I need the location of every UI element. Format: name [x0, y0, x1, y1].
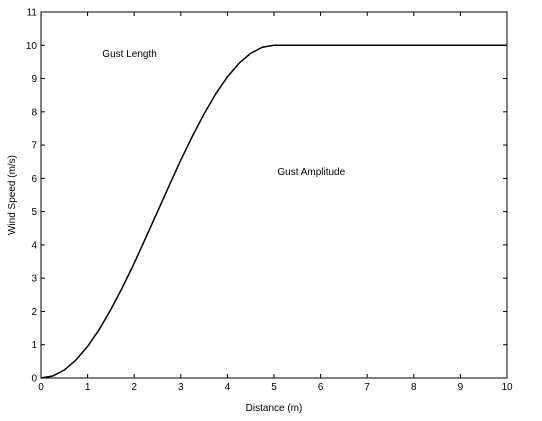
series-line: [40, 44, 507, 379]
annotation-label: Gust Amplitude: [277, 167, 345, 178]
y-tick-label: 0: [31, 374, 37, 385]
x-tick-label: 1: [85, 382, 91, 393]
y-tick-label: 4: [31, 240, 37, 251]
x-tick-label: 5: [271, 382, 277, 393]
x-tick-label: 6: [318, 382, 324, 393]
x-tick-label: 9: [458, 382, 464, 393]
tick-labels: 0 1 2 3 4 5 6 7 8 9 10 0 1 2 3 4 5 6 7 8 9 10 11: [26, 8, 513, 394]
ticks: [40, 11, 508, 379]
x-tick-label: 2: [131, 382, 137, 393]
y-tick-label: 7: [31, 141, 37, 152]
y-tick-label: 3: [31, 274, 37, 285]
x-tick-label: 3: [178, 382, 184, 393]
y-tick-label: 2: [31, 307, 37, 318]
annotations: Gust Length Gust Amplitude: [102, 49, 345, 178]
x-tick-label: 7: [364, 382, 370, 393]
y-axis-label: Wind Speed (m/s): [7, 155, 18, 235]
x-tick-label: 4: [225, 382, 231, 393]
x-tick-label: 8: [411, 382, 417, 393]
x-tick-label: 10: [501, 382, 513, 393]
x-tick-label: 0: [38, 382, 44, 393]
y-tick-label: 6: [31, 174, 37, 185]
plot-frame: [40, 11, 508, 379]
x-axis-label: Distance (m): [246, 403, 303, 414]
y-tick-label: 1: [31, 340, 37, 351]
y-tick-label: 11: [27, 8, 38, 19]
y-tick-label: 5: [31, 207, 37, 218]
y-tick-label: 8: [31, 107, 37, 118]
y-tick-label: 10: [26, 41, 38, 52]
annotation-label: Gust Length: [102, 49, 156, 60]
y-tick-label: 9: [31, 74, 37, 85]
